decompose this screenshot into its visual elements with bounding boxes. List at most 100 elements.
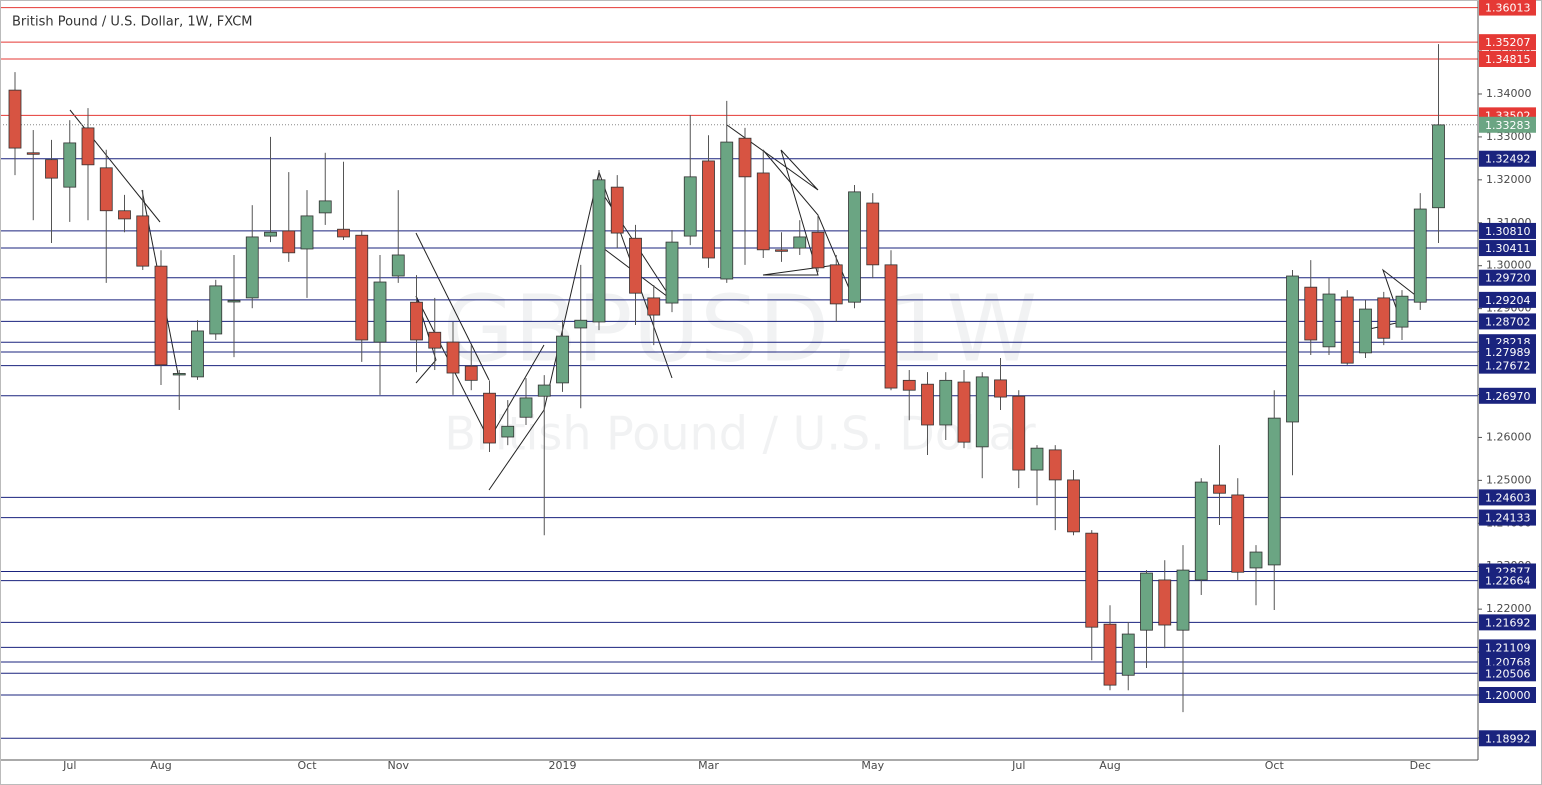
- candle-body: [300, 215, 314, 250]
- candle-body: [866, 202, 880, 266]
- level-tag: [1479, 50, 1536, 67]
- level-tag: [1479, 269, 1536, 286]
- level-tag: [1479, 344, 1536, 361]
- level-tag: [1479, 572, 1536, 589]
- candle-body: [209, 285, 223, 335]
- candle-body: [1340, 296, 1354, 364]
- level-label: 1.30810: [1485, 225, 1531, 238]
- candle-body: [464, 365, 478, 381]
- level-tag: [1479, 665, 1536, 682]
- level-label: 1.32492: [1485, 153, 1531, 166]
- level-tag: [1479, 313, 1536, 330]
- candle-body: [957, 381, 971, 443]
- level-tag: [1479, 687, 1536, 704]
- candle-body: [1377, 297, 1391, 339]
- y-tick-label: 1.33000: [1486, 130, 1532, 143]
- candle-body: [1213, 484, 1226, 494]
- candle-body: [63, 142, 77, 188]
- candle-body: [1267, 417, 1281, 566]
- candle-body: [282, 230, 296, 254]
- chart-title: British Pound / U.S. Dollar, 1W, FXCM: [12, 15, 252, 30]
- x-tick-label: May: [861, 759, 884, 772]
- candle-body: [884, 264, 898, 389]
- candle-body: [939, 379, 953, 426]
- level-tag: [1479, 357, 1536, 374]
- level-label: 1.21109: [1485, 641, 1531, 654]
- candle-body: [172, 373, 186, 376]
- candle-body: [1249, 551, 1263, 569]
- candle-body: [1304, 286, 1318, 341]
- candle-body: [848, 191, 861, 303]
- x-tick-label: Mar: [698, 759, 719, 772]
- y-tick-label: 1.30000: [1486, 259, 1532, 272]
- x-tick-label: Jul: [1011, 759, 1025, 772]
- level-label: 1.29204: [1485, 294, 1531, 307]
- candle-body: [1286, 275, 1299, 423]
- level-label: 1.27672: [1485, 360, 1531, 373]
- x-tick-label: Jul: [62, 759, 76, 772]
- candle-body: [1322, 293, 1336, 348]
- level-tag: [1479, 730, 1536, 747]
- candle-body: [556, 335, 569, 384]
- candle-body: [318, 200, 332, 214]
- candle-body: [592, 179, 606, 323]
- candle-body: [1121, 633, 1135, 676]
- candle-body: [26, 152, 40, 155]
- level-label: 1.26970: [1485, 390, 1531, 403]
- level-label: 1.30411: [1485, 242, 1531, 255]
- level-label: 1.20000: [1485, 689, 1531, 702]
- candle-body: [373, 281, 387, 343]
- level-label: 1.24603: [1485, 491, 1531, 504]
- candle-body: [1048, 449, 1062, 481]
- level-label: 1.22664: [1485, 575, 1531, 588]
- candle-body: [720, 141, 734, 280]
- candle-body: [665, 241, 679, 304]
- candle-body: [921, 383, 934, 426]
- candle-body: [574, 319, 588, 329]
- y-tick-label: 1.32000: [1486, 173, 1532, 186]
- candle-body: [391, 254, 405, 277]
- y-tick-label: 1.34000: [1486, 87, 1532, 100]
- level-tag: [1479, 222, 1536, 239]
- candle-body: [428, 331, 442, 349]
- level-tag: [1479, 0, 1536, 16]
- candle-body: [610, 186, 624, 234]
- x-tick-label: Aug: [150, 759, 171, 772]
- y-tick-label: 1.22000: [1486, 602, 1532, 615]
- candle-body: [994, 379, 1007, 398]
- y-tick-label: 1.25000: [1486, 473, 1532, 486]
- level-label: 1.20506: [1485, 667, 1531, 680]
- level-label: 1.18992: [1485, 732, 1531, 745]
- candle-body: [683, 176, 697, 237]
- watermark-subtitle: British Pound / U.S. Dollar: [444, 407, 1035, 461]
- candle-body: [902, 379, 916, 391]
- y-tick-label: 1.26000: [1486, 430, 1532, 443]
- candle-body: [154, 265, 168, 366]
- candle-body: [647, 297, 661, 316]
- candle-body: [1103, 623, 1117, 686]
- candle-body: [829, 264, 843, 305]
- candle-body: [410, 301, 423, 341]
- candle-body: [1140, 572, 1153, 631]
- candle-body: [483, 392, 496, 444]
- candle-body: [1030, 447, 1044, 471]
- candle-body: [702, 160, 715, 259]
- level-tag: [1479, 291, 1536, 308]
- level-label: 1.24133: [1485, 512, 1531, 525]
- candle-body: [1413, 208, 1427, 303]
- candle-body: [1176, 569, 1190, 631]
- level-label: 1.36013: [1485, 2, 1531, 15]
- candle-body: [519, 397, 533, 418]
- candle-body: [1231, 494, 1245, 573]
- candle-body: [81, 127, 95, 166]
- candle-body: [501, 425, 515, 438]
- x-tick-label: 2019: [549, 759, 577, 772]
- level-label: 1.21692: [1485, 616, 1531, 629]
- candle-body: [1158, 579, 1172, 626]
- candle-body: [1432, 124, 1445, 209]
- candle-body: [793, 236, 807, 249]
- watermark: GBPUSD, 1W: [443, 275, 1037, 382]
- x-tick-label: Dec: [1410, 759, 1431, 772]
